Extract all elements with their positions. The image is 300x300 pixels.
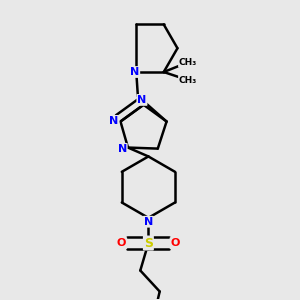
Text: CH₃: CH₃: [179, 58, 197, 67]
Text: CH₃: CH₃: [179, 76, 197, 85]
Text: N: N: [118, 144, 127, 154]
Text: O: O: [170, 238, 180, 248]
Text: N: N: [130, 67, 139, 77]
Text: S: S: [144, 236, 153, 250]
Text: N: N: [137, 95, 146, 105]
Text: N: N: [110, 116, 119, 126]
Text: O: O: [117, 238, 126, 248]
Text: N: N: [144, 217, 153, 227]
